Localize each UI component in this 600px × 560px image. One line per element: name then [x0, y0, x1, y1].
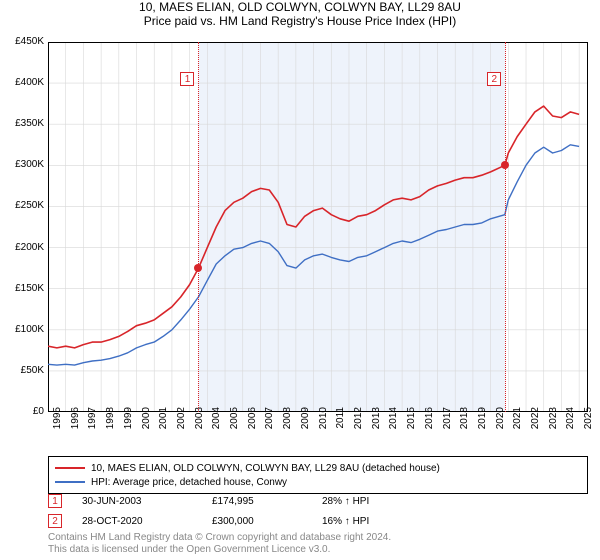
y-tick-label: £150K — [0, 283, 44, 294]
x-tick-label: 2019 — [477, 407, 488, 437]
legend-item: 10, MAES ELIAN, OLD COLWYN, COLWYN BAY, … — [55, 461, 581, 475]
x-tick-label: 2013 — [371, 407, 382, 437]
x-tick-label: 2017 — [442, 407, 453, 437]
legend-item: HPI: Average price, detached house, Conw… — [55, 475, 581, 489]
sale-delta: 16% ↑ HPI — [322, 516, 369, 527]
x-tick-label: 2012 — [353, 407, 364, 437]
y-tick-label: £100K — [0, 324, 44, 335]
y-tick-label: £50K — [0, 365, 44, 376]
x-tick-label: 1998 — [105, 407, 116, 437]
y-tick-label: £350K — [0, 118, 44, 129]
footer-attribution: Contains HM Land Registry data © Crown c… — [48, 532, 391, 556]
sale-date: 30-JUN-2003 — [82, 496, 212, 507]
y-tick-label: £300K — [0, 159, 44, 170]
reference-marker: 1 — [180, 72, 194, 86]
legend-swatch — [55, 481, 85, 483]
sale-row: 2 28-OCT-2020£300,00016% ↑ HPI — [48, 514, 369, 528]
x-tick-label: 2024 — [565, 407, 576, 437]
plot-svg — [48, 42, 588, 412]
x-tick-label: 2016 — [424, 407, 435, 437]
x-tick-label: 2022 — [530, 407, 541, 437]
x-tick-label: 2011 — [335, 407, 346, 437]
x-tick-label: 2000 — [141, 407, 152, 437]
x-tick-label: 2005 — [229, 407, 240, 437]
x-tick-label: 2007 — [264, 407, 275, 437]
sale-delta: 28% ↑ HPI — [322, 496, 369, 507]
chart-subtitle: Price paid vs. HM Land Registry's House … — [0, 14, 600, 28]
x-tick-label: 2001 — [158, 407, 169, 437]
y-tick-label: £400K — [0, 77, 44, 88]
sale-row: 1 30-JUN-2003£174,99528% ↑ HPI — [48, 494, 369, 508]
sale-marker: 1 — [48, 494, 62, 508]
y-tick-label: £450K — [0, 36, 44, 47]
legend-label: 10, MAES ELIAN, OLD COLWYN, COLWYN BAY, … — [91, 463, 440, 474]
chart-title: 10, MAES ELIAN, OLD COLWYN, COLWYN BAY, … — [0, 0, 600, 14]
x-tick-label: 2010 — [318, 407, 329, 437]
footer-line: Contains HM Land Registry data © Crown c… — [48, 532, 391, 544]
x-tick-label: 2023 — [548, 407, 559, 437]
x-tick-label: 2002 — [176, 407, 187, 437]
x-tick-label: 2020 — [495, 407, 506, 437]
plot-area: £0£50K£100K£150K£200K£250K£300K£350K£400… — [48, 42, 588, 412]
x-tick-label: 1999 — [123, 407, 134, 437]
reference-marker: 2 — [487, 72, 501, 86]
x-tick-label: 1997 — [87, 407, 98, 437]
sale-marker: 2 — [48, 514, 62, 528]
x-tick-label: 1995 — [52, 407, 63, 437]
footer-line: This data is licensed under the Open Gov… — [48, 544, 391, 556]
legend: 10, MAES ELIAN, OLD COLWYN, COLWYN BAY, … — [48, 456, 588, 494]
chart-container: 10, MAES ELIAN, OLD COLWYN, COLWYN BAY, … — [0, 0, 600, 560]
x-tick-label: 2008 — [282, 407, 293, 437]
reference-line — [198, 42, 199, 412]
sale-date: 28-OCT-2020 — [82, 516, 212, 527]
y-tick-label: £0 — [0, 406, 44, 417]
x-tick-label: 2021 — [512, 407, 523, 437]
y-tick-label: £200K — [0, 242, 44, 253]
x-tick-label: 1996 — [70, 407, 81, 437]
legend-label: HPI: Average price, detached house, Conw… — [91, 477, 287, 488]
x-tick-label: 2015 — [406, 407, 417, 437]
x-tick-label: 2025 — [583, 407, 594, 437]
sale-price: £174,995 — [212, 496, 322, 507]
y-tick-label: £250K — [0, 200, 44, 211]
x-tick-label: 2009 — [300, 407, 311, 437]
x-tick-label: 2004 — [211, 407, 222, 437]
reference-line — [505, 42, 506, 412]
x-tick-label: 2014 — [388, 407, 399, 437]
legend-swatch — [55, 467, 85, 469]
sale-price: £300,000 — [212, 516, 322, 527]
x-tick-label: 2006 — [247, 407, 258, 437]
x-tick-label: 2018 — [459, 407, 470, 437]
